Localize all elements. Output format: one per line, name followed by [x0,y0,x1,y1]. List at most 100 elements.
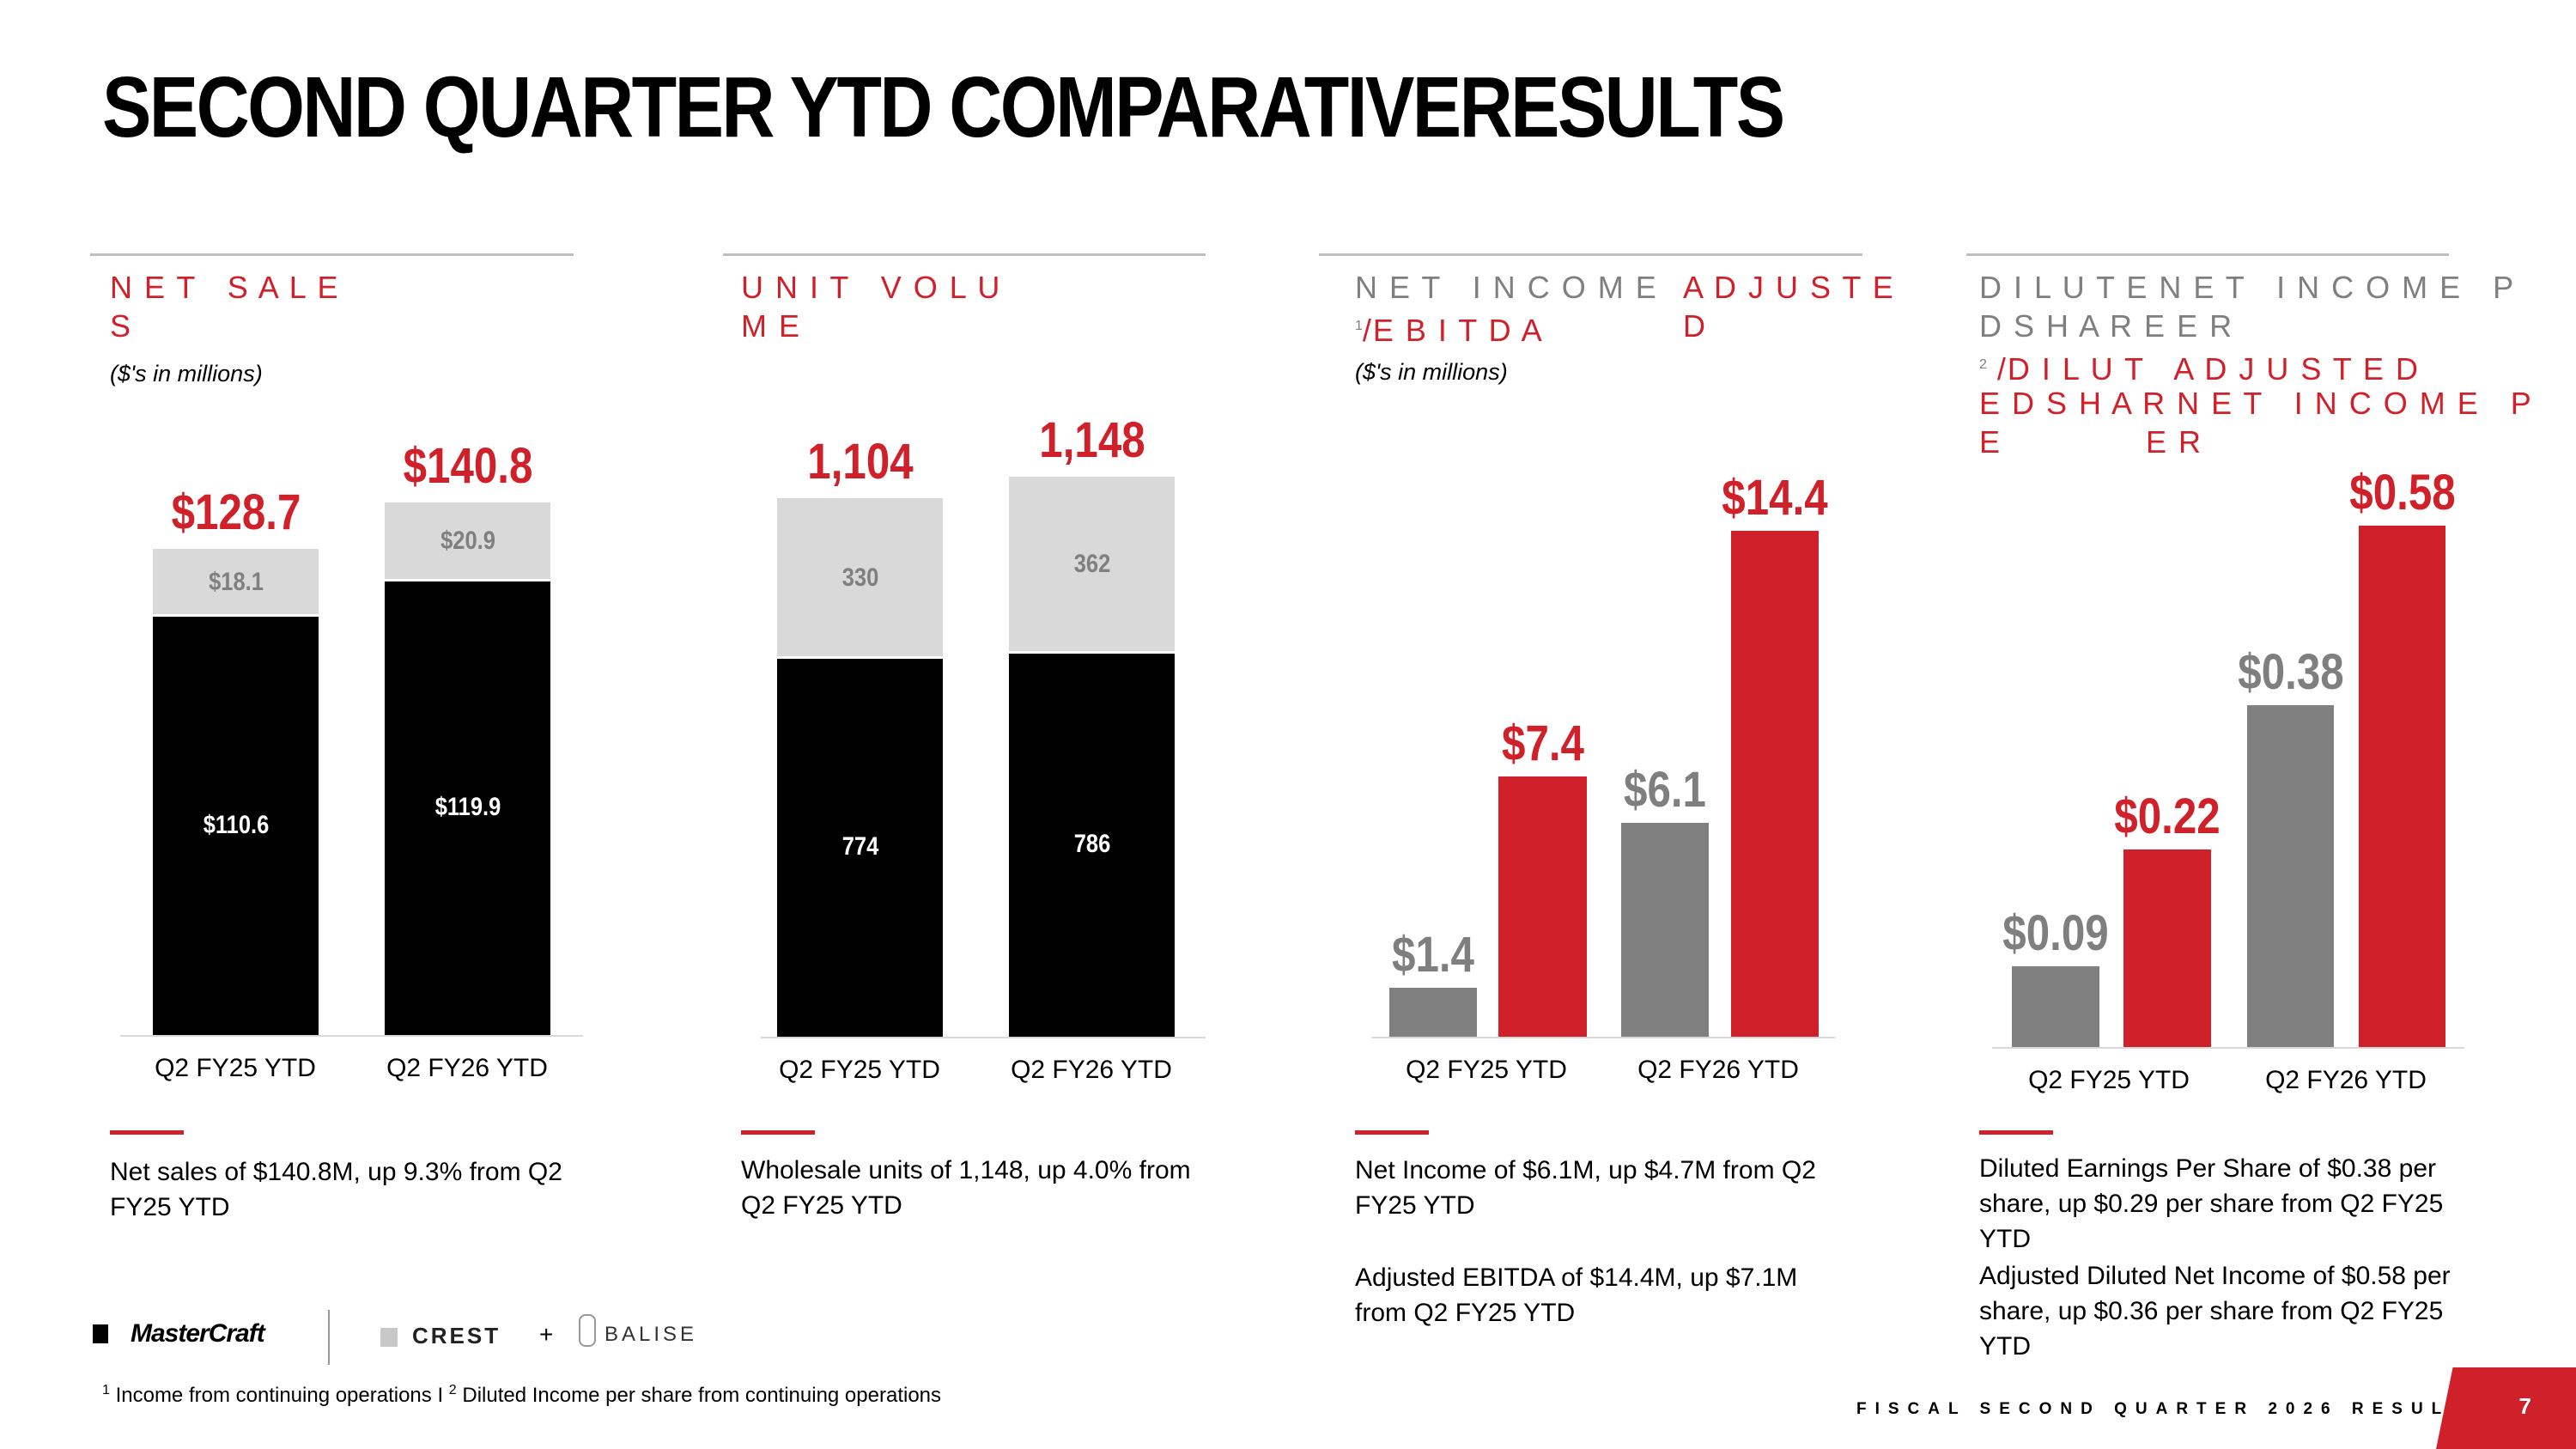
x-tick-label: Q2 FY25 YTD [779,1056,940,1084]
x-axis-line [120,1035,583,1037]
summary-text: Wholesale units of 1,148, up 4.0% from Q… [741,1156,1191,1220]
bar-segment-mastercraft [385,581,550,1035]
logo-plus: + [539,1321,554,1348]
units-subtitle: ($'s in millions) [110,361,263,387]
crest-logo: CREST [412,1323,501,1349]
segment-value-label: $119.9 [434,793,501,822]
bar-segment-mastercraft [153,617,319,1035]
header-text: /D I L U T A D J U S T E D [1986,351,2421,387]
panel-header-rule [723,253,1206,256]
bar-segment-crest-balise [1009,476,1175,654]
balise-logo: BALISE [605,1323,698,1346]
panel-header-line: A D J U S T E [1683,268,1895,307]
x-tick-label: Q2 FY26 YTD [2265,1066,2427,1094]
red-accent-rule [1355,1130,1429,1135]
header-text: M E [741,308,802,344]
bar-value-label: $7.4 [1501,715,1584,772]
panel-header-line: D S H A R E E R [1979,307,2233,345]
x-tick-label: Q2 FY26 YTD [386,1054,548,1082]
bar-value-label: $6.1 [1624,761,1706,818]
red-accent-rule [741,1130,815,1135]
bar-segment-mastercraft [777,659,943,1037]
bar-reported [2247,705,2334,1047]
bar-value-label: $0.22 [2114,788,2221,844]
x-tick-label: Q2 FY26 YTD [1637,1056,1799,1084]
header-text: A D J U S T E [1683,270,1895,305]
header-text: D [1683,308,1707,344]
summary-text: Net sales of $140.8M, up 9.3% from Q2 FY… [110,1158,562,1221]
total-value-label: 1,148 [1038,411,1145,468]
summary-text: Adjusted EBITDA of $14.4M, up $7.1M from… [1355,1263,1798,1327]
panel-header-line: D [1683,307,1707,345]
x-axis-line [1371,1037,1835,1038]
bar-adjusted [2123,849,2211,1047]
header-text: S [110,308,133,344]
segment-value-label: 362 [1073,549,1110,578]
panel-header-line: E E R [1979,423,2202,461]
crest-legend-swatch [380,1328,398,1347]
segment-value-label: 786 [1073,829,1110,858]
panel-header-line: S [110,307,132,345]
panel-header-line: 2 /D I L U T A D J U S T E D [1979,345,2420,388]
footnote-marker: 1 [1355,319,1363,333]
x-axis-line [761,1037,1206,1038]
panel-header-line: N E T I N C O M E [1355,268,1658,307]
bar-value-label: $1.4 [1392,926,1474,983]
bar-adjusted [1731,531,1819,1037]
bar-segment-crest-balise [777,497,943,660]
footnote-text-1: Income from continuing operations I [115,1384,444,1407]
x-tick-label: Q2 FY26 YTD [1011,1056,1172,1084]
footnote: 1 Income from continuing operations I 2 … [102,1383,941,1408]
bar-reported [2012,965,2099,1047]
segment-value-label: $20.9 [440,527,495,556]
total-value-label: $140.8 [403,438,532,495]
panel-header-line: D I L U T E N E T I N C O M E P [1979,268,2515,307]
total-value-label: $128.7 [171,484,301,540]
summary-text: Diluted Earnings Per Share of $0.38 per … [1979,1154,2444,1253]
bar-segment-crest-balise [385,502,550,582]
segment-value-label: $110.6 [203,810,269,839]
footnote-text-2: Diluted Income per share from continuing… [462,1384,942,1407]
x-tick-label: Q2 FY25 YTD [1406,1056,1567,1084]
panel-header-rule [1966,253,2449,256]
x-axis-line [1992,1047,2464,1049]
bar-value-label: $0.09 [2002,904,2109,961]
segment-value-label: 774 [841,832,878,861]
bar-segment-crest-balise [153,548,319,618]
header-text: E E R [1979,424,2203,460]
panel-header-line: U N I T V O L U [741,268,1001,307]
page-number-tab: 7 [2436,1367,2576,1449]
segment-value-label: 330 [841,563,878,592]
header-text: U N I T V O L U [741,270,1002,305]
footnote-marker: 2 [1979,357,1987,372]
panel-header-line: E D S H A R N E T I N C O M E P [1979,384,2533,423]
bar-adjusted [1498,776,1587,1037]
red-accent-rule [1979,1130,2053,1135]
balise-emblem-icon [579,1314,596,1347]
header-text: D S H A R E E R [1979,308,2234,344]
header-text: /E B I T D A [1362,313,1544,348]
segment-value-label: $18.1 [208,567,264,596]
panel-header-line: M E [741,307,801,345]
bar-value-label: $0.58 [2348,464,2456,521]
bar-adjusted [2359,525,2445,1047]
bar-reported [1389,987,1477,1037]
footnote-marker: 1 [102,1383,110,1397]
panel-header-line: N E T S A L E [110,268,339,307]
red-accent-rule [110,1130,184,1135]
logo-divider [328,1310,330,1365]
summary-text: Net Income of $6.1M, up $4.7M from Q2 FY… [1355,1156,1816,1220]
header-text: N E T I N C O M E [1355,270,1658,305]
mastercraft-legend-swatch [93,1324,108,1343]
footnote-marker: 2 [448,1383,457,1397]
header-text: D I L U T E N E T I N C O M E P [1979,270,2516,305]
units-subtitle: ($'s in millions) [1355,359,1508,385]
summary-text: Adjusted Diluted Net Income of $0.58 per… [1979,1262,2451,1361]
panel-header-rule [1319,253,1862,256]
page-title: SECOND QUARTER YTD COMPARATIVERESULTS [102,59,1785,155]
header-text: E D S H A R N E T I N C O M E P [1979,386,2533,421]
x-tick-label: Q2 FY25 YTD [155,1054,316,1082]
bar-reported [1621,822,1709,1037]
mastercraft-logo: MasterCraft [131,1319,265,1348]
